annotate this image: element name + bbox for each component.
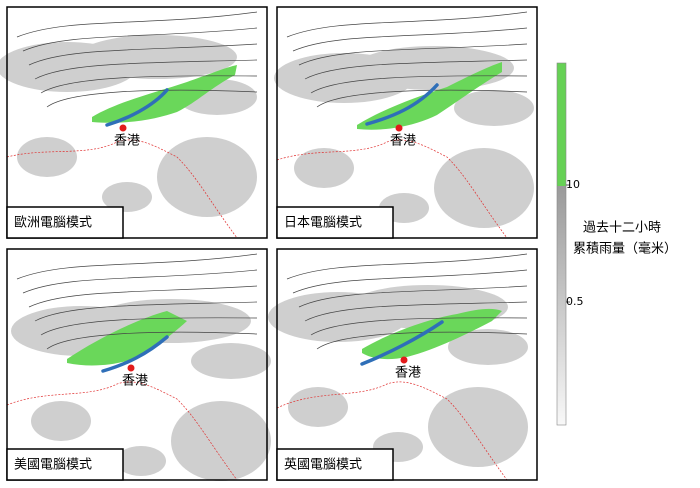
legend-title: 累積雨量（毫米） xyxy=(573,241,677,257)
coastline xyxy=(6,381,238,481)
rain-area-light xyxy=(294,148,354,188)
contour-line xyxy=(16,11,258,38)
model-label: 美國電腦模式 xyxy=(14,458,92,473)
hong-kong-marker xyxy=(400,356,408,364)
panel-border xyxy=(6,6,268,239)
city-label: 香港 xyxy=(395,366,421,381)
contour-line xyxy=(22,27,258,52)
colorbar xyxy=(556,62,567,426)
hong-kong-marker xyxy=(119,124,127,132)
contour-line xyxy=(292,27,528,52)
contour-line xyxy=(46,331,258,350)
hong-kong-marker xyxy=(395,124,403,132)
contour-line xyxy=(28,285,258,308)
model-label-box xyxy=(276,448,394,481)
rain-band-axis xyxy=(105,88,169,127)
rain-area-light xyxy=(157,137,257,217)
city-label: 香港 xyxy=(114,134,140,149)
rain-area-light xyxy=(428,387,528,467)
rain-area-heavy xyxy=(67,311,187,366)
rain-area-light xyxy=(31,401,91,441)
rain-band-axis xyxy=(360,320,444,366)
rain-area-light xyxy=(102,182,152,212)
rain-area-light xyxy=(448,329,528,365)
contour-line xyxy=(286,11,528,38)
contour-line xyxy=(22,269,258,294)
contour-line xyxy=(34,59,258,80)
hong-kong-marker xyxy=(127,364,135,372)
contour-line xyxy=(16,253,258,280)
model-label: 日本電腦模式 xyxy=(284,216,362,231)
contour-line xyxy=(40,317,258,336)
contour-line xyxy=(46,89,258,108)
colorbar-label: 10 xyxy=(566,178,580,191)
contour-line xyxy=(286,253,528,280)
rain-area-light xyxy=(434,148,534,228)
rain-area-light xyxy=(17,137,77,177)
contour-line xyxy=(310,317,528,336)
colorbar-label: 0.5 xyxy=(566,295,584,308)
contour-line xyxy=(34,301,258,322)
contour-line xyxy=(316,89,528,108)
coastline xyxy=(276,139,508,239)
rain-band-axis xyxy=(365,83,439,126)
contour-line xyxy=(316,331,528,350)
contour-line xyxy=(298,43,528,66)
model-label: 歐洲電腦模式 xyxy=(14,216,92,231)
contour-line xyxy=(304,59,528,80)
rain-area-light xyxy=(288,387,348,427)
rain-band-axis xyxy=(101,335,169,373)
legend-title: 過去十二小時 xyxy=(583,221,661,236)
panel-border xyxy=(6,248,268,481)
model-label: 英國電腦模式 xyxy=(284,458,362,473)
rain-area-light xyxy=(454,90,534,126)
city-label: 香港 xyxy=(122,374,148,389)
model-label-box xyxy=(276,206,394,239)
contour-line xyxy=(28,43,258,66)
panel-border xyxy=(276,248,538,481)
contour-line xyxy=(40,75,258,94)
contour-line xyxy=(292,269,528,294)
model-label-box xyxy=(6,206,124,239)
contour-line xyxy=(304,301,528,322)
rain-area-light xyxy=(116,446,166,476)
rain-area-light xyxy=(171,401,271,481)
panel-border xyxy=(276,6,538,239)
rain-area-heavy xyxy=(357,62,502,130)
model-label-box xyxy=(6,448,124,481)
rain-area-light xyxy=(77,35,237,79)
city-label: 香港 xyxy=(390,134,416,149)
coastline xyxy=(276,381,508,481)
contour-line xyxy=(310,75,528,94)
rain-area-light xyxy=(191,343,271,379)
contour-line xyxy=(298,285,528,308)
